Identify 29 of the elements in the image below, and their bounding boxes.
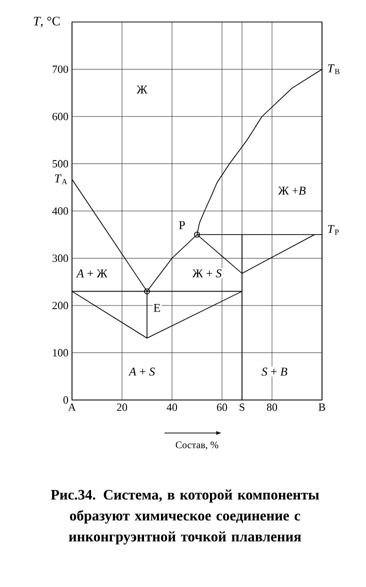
x-tick-label: 80 [266,404,278,411]
annotation: E [154,304,160,312]
x-tick-label: B [318,404,326,411]
y-tick-label: 300 [52,254,68,262]
y-tick-label: 200 [52,302,68,310]
y-tick-label: 600 [52,112,68,120]
annotation: Ж +B [278,186,306,195]
annotation: A + S [128,368,155,376]
annotation: P [179,221,185,230]
y-tick-label: 400 [52,207,68,215]
y-tick-label: 700 [52,66,68,73]
y-tick-label: 500 [52,160,68,168]
x-tick-label: A [68,404,76,411]
annotation: T$_{A}$ [54,174,68,184]
y-axis-title: T, °C [34,16,60,28]
annotation: A + Ж [76,269,108,278]
x-tick-label: S [240,404,244,411]
y-tick-label: 0 [63,396,68,404]
text: Рис.34. Система, в которой компоненты образуют химическое соединение с инконгруэнтной точкой плавления [50,490,319,544]
annotation: S + B [262,368,288,376]
x-axis-title: Состав, % [176,442,218,450]
x-tick-label: 60 [216,404,228,411]
annotation: T$_{P}$ [328,225,339,235]
x-tick-label: 40 [166,404,178,411]
annotation: Ж [136,86,148,94]
annotation: Ж + S [192,269,222,278]
annotation: T$_{B}$ [328,64,340,74]
x-tick-label: 20 [117,404,128,411]
y-tick-label: 100 [53,349,68,356]
